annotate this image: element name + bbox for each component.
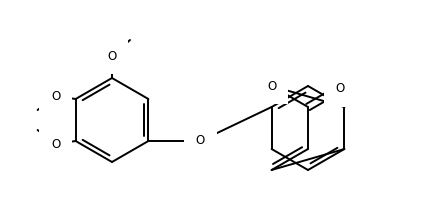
Text: O: O [107,50,116,62]
Text: O: O [196,135,205,147]
Text: O: O [51,137,60,151]
Text: O: O [336,82,345,95]
Text: O: O [267,79,276,93]
Text: O: O [51,89,60,103]
